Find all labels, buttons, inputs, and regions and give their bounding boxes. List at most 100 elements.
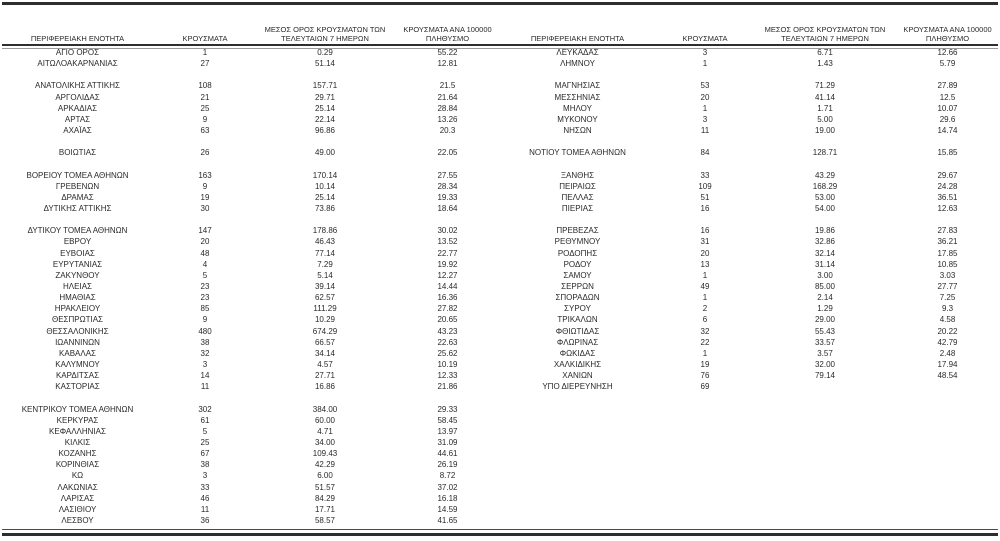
region-name-cell: ΚΙΛΚΙΣ [64, 437, 91, 447]
table-row: ΚΑΛΥΜΝΟΥ 3 4.57 10.19 [0, 359, 500, 370]
column-header-region: ΠΕΡΙΦΕΡΕΙΑΚΗ ΕΝΟΤΗΤΑ [30, 34, 125, 43]
right-table: ΠΕΡΙΦΕΡΕΙΑΚΗ ΕΝΟΤΗΤΑ ΚΡΟΥΣΜΑΤΑ ΜΕΣΟΣ ΟΡΟ… [500, 12, 1000, 526]
table-row: ΖΑΚΥΝΘΟΥ 5 5.14 12.27 [0, 270, 500, 281]
table-row: ΗΡΑΚΛΕΙΟΥ 85 111.29 27.82 [0, 303, 500, 314]
table-row: ΚΕΡΚΥΡΑΣ 61 60.00 58.45 [0, 415, 500, 426]
region-name-cell: ΝΗΣΩΝ [563, 126, 592, 136]
avg7-cell: 168.29 [812, 181, 838, 191]
bottom-rule-thin [2, 529, 998, 530]
avg7-cell: 39.14 [314, 282, 336, 292]
region-name-cell: ΑΓΙΟ ΟΡΟΣ [55, 48, 100, 58]
avg7-cell: 4.57 [317, 360, 333, 369]
avg7-cell: 71.29 [814, 81, 836, 91]
table-row: ΑΧΑΪΑΣ 63 96.86 20.3 [0, 125, 500, 136]
cases-cell: 84 [700, 148, 710, 158]
per100k-cell: 29.33 [437, 404, 458, 414]
region-name-cell: ΜΕΣΣΗΝΙΑΣ [554, 92, 601, 102]
per100k-cell: 31.09 [437, 437, 458, 447]
table-row: ΥΠΟ ΔΙΕΡΕΥΝΗΣΗ 69 [500, 381, 1000, 392]
per100k-cell: 10.85 [937, 259, 958, 269]
right-table-header-row: ΠΕΡΙΦΕΡΕΙΑΚΗ ΕΝΟΤΗΤΑ ΚΡΟΥΣΜΑΤΑ ΜΕΣΟΣ ΟΡΟ… [500, 12, 1000, 44]
table-row: ΒΟΡΕΙΟΥ ΤΟΜΕΑ ΑΘΗΝΩΝ 163 170.14 27.55 [0, 170, 500, 181]
region-name-cell: ΚΑΣΤΟΡΙΑΣ [55, 382, 100, 392]
per100k-cell: 13.97 [437, 426, 458, 436]
cases-cell: 3 [202, 471, 208, 481]
cases-cell: 33 [200, 482, 210, 492]
avg7-cell: 32.00 [814, 360, 836, 369]
table-row: ΠΕΙΡΑΙΩΣ 109 168.29 24.28 [500, 181, 1000, 192]
per100k-cell: 36.21 [937, 237, 958, 247]
avg7-cell: 66.57 [314, 337, 336, 347]
cases-cell: 3 [702, 114, 708, 124]
avg7-cell: 53.00 [814, 192, 836, 202]
avg7-cell: 111.29 [313, 304, 337, 314]
cases-cell: 6 [702, 315, 708, 325]
table-row: ΣΑΜΟΥ 1 3.00 3.03 [500, 270, 1000, 281]
avg7-cell: 27.71 [314, 371, 336, 381]
cases-cell: 20 [200, 237, 210, 247]
region-name-cell: ΛΕΥΚΑΔΑΣ [556, 48, 599, 58]
avg7-cell: 6.71 [817, 48, 833, 58]
region-name-cell: ΑΧΑΪΑΣ [63, 126, 92, 136]
region-name-cell: ΝΟΤΙΟΥ ΤΟΜΕΑ ΑΘΗΝΩΝ [529, 148, 626, 158]
table-row: ΑΙΤΩΛΟΑΚΑΡΝΑΝΙΑΣ 27 51.14 12.81 [0, 58, 500, 69]
cases-cell: 32 [700, 326, 710, 336]
region-name-cell: ΠΙΕΡΙΑΣ [561, 204, 594, 214]
per100k-cell: 20.22 [937, 326, 958, 336]
per100k-cell: 16.36 [437, 293, 458, 303]
cases-cell: 302 [198, 404, 212, 414]
per100k-cell: 8.72 [439, 471, 456, 481]
header-rule [2, 44, 998, 49]
table-row: ΛΑΚΩΝΙΑΣ 33 51.57 37.02 [0, 481, 500, 492]
region-name-cell: ΦΘΙΩΤΙΔΑΣ [555, 326, 600, 336]
per100k-cell: 3.03 [939, 270, 956, 280]
bottom-rule-thick [2, 533, 998, 536]
table-row: ΙΩΑΝΝΙΝΩΝ 38 66.57 22.63 [0, 337, 500, 348]
per100k-cell: 27.89 [937, 81, 958, 91]
per100k-cell: 44.61 [437, 449, 458, 459]
region-name-cell: ΚΟΡΙΝΘΙΑΣ [55, 460, 100, 470]
avg7-cell: 46.43 [314, 237, 336, 247]
avg7-cell: 31.14 [814, 259, 836, 269]
cases-cell: 27 [200, 59, 210, 69]
cases-cell: 1 [702, 103, 708, 113]
tables-container: ΠΕΡΙΦΕΡΕΙΑΚΗ ΕΝΟΤΗΤΑ ΚΡΟΥΣΜΑΤΑ ΜΕΣΟΣ ΟΡΟ… [0, 12, 1000, 526]
region-name-cell: ΒΟΡΕΙΟΥ ΤΟΜΕΑ ΑΘΗΝΩΝ [26, 170, 129, 180]
table-row: ΗΛΕΙΑΣ 23 39.14 14.44 [0, 281, 500, 292]
region-name-cell: ΒΟΙΩΤΙΑΣ [58, 148, 97, 158]
table-row: ΡΟΔΟΥ 13 31.14 10.85 [500, 259, 1000, 270]
per100k-cell: 37.02 [437, 482, 458, 492]
per100k-cell: 14.59 [437, 504, 458, 514]
per100k-cell: 20.3 [439, 126, 456, 136]
region-name-cell: ΘΕΣΣΑΛΟΝΙΚΗΣ [46, 326, 109, 336]
region-name-cell: ΛΗΜΝΟΥ [560, 59, 595, 69]
avg7-cell: 0.29 [317, 48, 333, 58]
region-name-cell: ΘΕΣΠΡΩΤΙΑΣ [52, 315, 103, 325]
per100k-cell: 12.63 [937, 204, 958, 214]
table-row: ΔΡΑΜΑΣ 19 25.14 19.33 [0, 192, 500, 203]
avg7-cell: 1.29 [817, 304, 833, 314]
avg7-cell: 42.29 [314, 460, 336, 470]
region-name-cell: ΣΕΡΡΩΝ [561, 282, 594, 292]
cases-cell: 11 [200, 382, 210, 392]
table-row: ΚΕΝΤΡΙΚΟΥ ΤΟΜΕΑ ΑΘΗΝΩΝ 302 384.00 29.33 [0, 404, 500, 415]
cases-cell: 13 [700, 259, 710, 269]
avg7-cell: 25.14 [314, 103, 336, 113]
table-row: ΛΕΥΚΑΔΑΣ 3 6.71 12.66 [500, 47, 1000, 58]
per100k-cell: 21.86 [437, 382, 458, 392]
per100k-cell: 16.18 [437, 493, 458, 503]
avg7-cell: 1.43 [817, 59, 833, 69]
avg7-cell: 10.14 [314, 181, 336, 191]
region-name-cell: ΔΥΤΙΚΗΣ ΑΤΤΙΚΗΣ [43, 204, 112, 214]
region-name-cell: ΗΡΑΚΛΕΙΟΥ [54, 304, 101, 314]
cases-cell: 19 [700, 360, 710, 369]
cases-cell: 38 [200, 337, 210, 347]
cases-cell: 11 [700, 126, 710, 136]
cases-cell: 5 [202, 426, 208, 436]
avg7-cell: 7.29 [317, 259, 333, 269]
avg7-cell: 17.71 [314, 504, 336, 514]
avg7-cell: 34.14 [314, 348, 336, 358]
region-name-cell: ΣΥΡΟΥ [564, 304, 591, 314]
cases-cell: 2 [702, 304, 708, 314]
region-name-cell: ΦΛΩΡΙΝΑΣ [556, 337, 599, 347]
